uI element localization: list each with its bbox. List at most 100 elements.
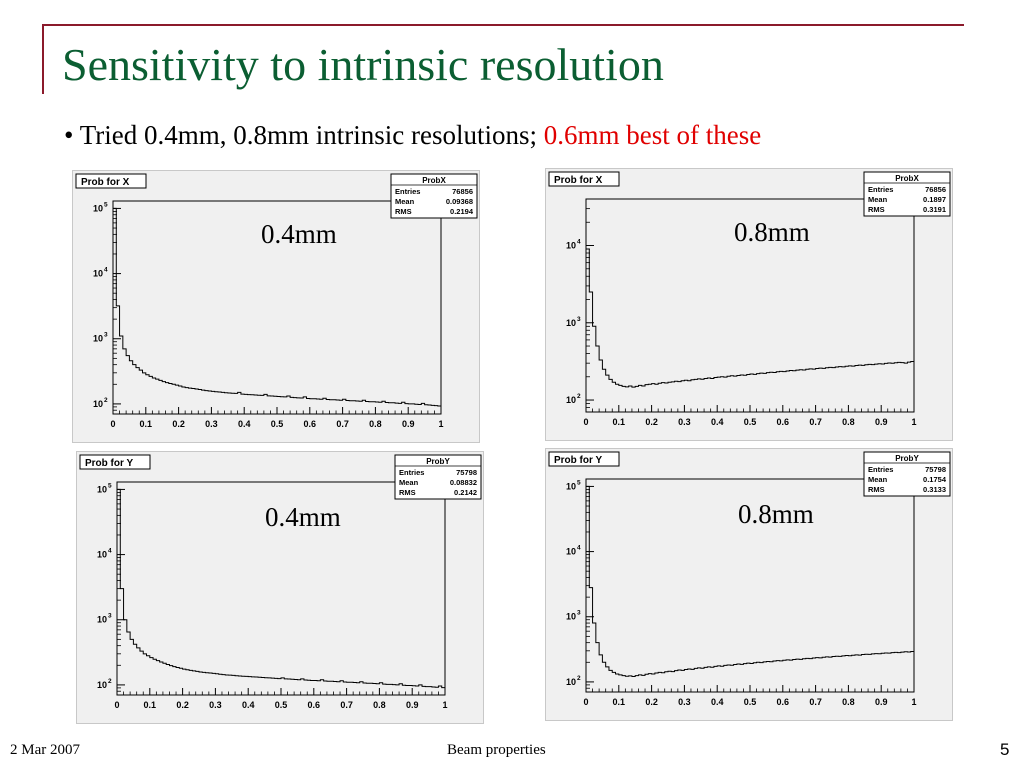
x-tick-label: 0.9 xyxy=(402,419,415,429)
stats-value: 0.1897 xyxy=(923,195,946,204)
stats-key: RMS xyxy=(399,488,416,497)
stats-name: ProbX xyxy=(422,176,446,185)
bullet-point: • Tried 0.4mm, 0.8mm intrinsic resolutio… xyxy=(64,120,761,151)
x-tick-label: 0 xyxy=(583,697,588,707)
stats-value: 76856 xyxy=(925,185,946,194)
y-tick-exponent: 5 xyxy=(104,201,108,208)
stats-value: 75798 xyxy=(925,465,946,474)
x-tick-label: 0.4 xyxy=(711,697,724,707)
stats-value: 0.1754 xyxy=(923,475,947,484)
y-tick-label: 10 4 xyxy=(97,548,112,560)
x-tick-label: 0.4 xyxy=(711,417,724,427)
x-tick-label: 0 xyxy=(583,417,588,427)
histogram-panel-y-04mm: Prob for Y ProbY Entries 75798 Mean 0.08832 RM… xyxy=(76,451,484,724)
y-tick-label: 10 4 xyxy=(566,239,581,251)
bullet-highlight: 0.6mm best of these xyxy=(543,120,762,150)
histogram-panel-x-04mm: Prob for X ProbX Entries 76856 Mean 0.09368 RM… xyxy=(72,170,480,443)
panel-title-text: Prob for X xyxy=(81,177,130,188)
y-tick-base: 10 xyxy=(566,612,576,622)
x-tick-label: 0.8 xyxy=(369,419,382,429)
x-tick-label: 0.4 xyxy=(238,419,251,429)
stats-value: 76856 xyxy=(452,187,473,196)
x-tick-label: 0.1 xyxy=(144,700,157,710)
x-tick-label: 0.6 xyxy=(304,419,317,429)
panel-title: Prob for Y xyxy=(79,454,151,470)
x-tick-label: 0.8 xyxy=(373,700,386,710)
x-tick-label: 0.6 xyxy=(308,700,321,710)
plot-frame xyxy=(116,481,446,696)
y-tick-label: 10 5 xyxy=(97,482,112,494)
stats-key: RMS xyxy=(868,485,885,494)
x-tick-label: 1 xyxy=(911,697,916,707)
x-tick-label: 0.3 xyxy=(209,700,222,710)
x-tick-label: 0.1 xyxy=(613,417,626,427)
x-tick-label: 0 xyxy=(110,419,115,429)
stats-name: ProbY xyxy=(895,454,919,463)
resolution-label: 0.4mm xyxy=(265,502,341,532)
y-tick-exponent: 5 xyxy=(108,482,112,489)
y-tick-base: 10 xyxy=(97,680,107,690)
histogram-panel-y-08mm: Prob for Y ProbY Entries 75798 Mean 0.1754 RMS… xyxy=(545,448,953,721)
resolution-label: 0.4mm xyxy=(261,219,337,249)
x-tick-label: 0.6 xyxy=(777,697,790,707)
y-tick-label: 10 3 xyxy=(566,610,581,622)
y-tick-exponent: 4 xyxy=(104,267,108,274)
panel-title-text: Prob for Y xyxy=(554,455,602,466)
y-tick-label: 10 2 xyxy=(566,393,581,405)
title-rule-left xyxy=(42,24,44,94)
x-tick-label: 0.3 xyxy=(678,417,691,427)
stats-key: RMS xyxy=(868,205,885,214)
y-tick-exponent: 3 xyxy=(108,613,112,620)
histogram-series xyxy=(585,485,914,692)
y-tick-label: 10 2 xyxy=(566,675,581,687)
plot-frame xyxy=(585,478,915,693)
footer-date: 2 Mar 2007 xyxy=(10,742,80,758)
stats-value: 75798 xyxy=(456,468,477,477)
x-tick-label: 0.7 xyxy=(809,697,822,707)
y-tick-label: 10 4 xyxy=(566,545,581,557)
y-tick-exponent: 3 xyxy=(104,332,108,339)
y-tick-base: 10 xyxy=(97,550,107,560)
stats-value: 0.2194 xyxy=(450,207,474,216)
y-tick-exponent: 2 xyxy=(108,678,112,685)
stats-key: Entries xyxy=(399,468,424,477)
x-tick-label: 0.7 xyxy=(336,419,349,429)
x-tick-label: 1 xyxy=(911,417,916,427)
x-tick-label: 0.5 xyxy=(744,697,757,707)
bullet-text: • Tried 0.4mm, 0.8mm intrinsic resolutio… xyxy=(64,120,544,150)
x-tick-label: 0.8 xyxy=(842,417,855,427)
panel-title: Prob for Y xyxy=(548,451,620,467)
y-tick-base: 10 xyxy=(566,677,576,687)
page-number: 5 xyxy=(1000,740,1010,759)
y-tick-base: 10 xyxy=(93,334,103,344)
histogram-series xyxy=(116,488,445,695)
x-tick-label: 1 xyxy=(438,419,443,429)
panel-title: Prob for X xyxy=(548,171,620,187)
stats-key: RMS xyxy=(395,207,412,216)
resolution-label: 0.8mm xyxy=(734,217,810,247)
stats-key: Entries xyxy=(868,185,893,194)
stats-value: 0.3191 xyxy=(923,205,946,214)
stats-value: 0.2142 xyxy=(454,488,477,497)
panel-title-text: Prob for Y xyxy=(85,458,133,469)
stats-value: 0.08832 xyxy=(450,478,477,487)
x-tick-label: 0.1 xyxy=(140,419,153,429)
y-tick-exponent: 4 xyxy=(577,239,581,246)
y-tick-base: 10 xyxy=(566,547,576,557)
x-tick-label: 0.6 xyxy=(777,417,790,427)
histogram-series xyxy=(585,248,914,412)
y-tick-label: 10 4 xyxy=(93,267,108,279)
y-tick-base: 10 xyxy=(566,481,576,491)
y-tick-label: 10 3 xyxy=(97,613,112,625)
y-tick-base: 10 xyxy=(97,484,107,494)
x-tick-label: 0.7 xyxy=(809,417,822,427)
y-tick-exponent: 4 xyxy=(108,548,112,555)
x-tick-label: 0.2 xyxy=(172,419,185,429)
x-tick-label: 0.2 xyxy=(645,417,658,427)
